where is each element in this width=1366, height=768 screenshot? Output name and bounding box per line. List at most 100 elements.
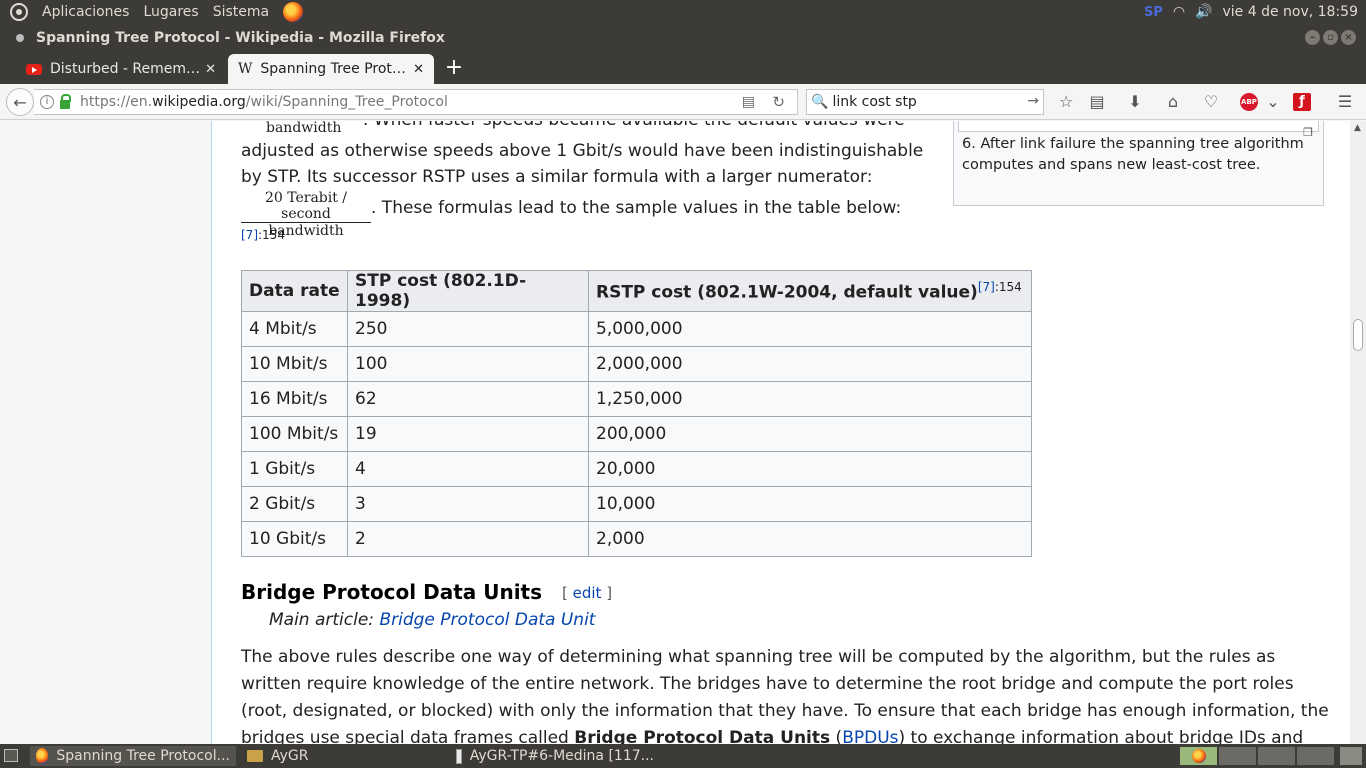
- firefox-icon: [36, 748, 49, 764]
- citation-page: :154: [994, 279, 1022, 294]
- hamburger-menu-icon[interactable]: ☰: [1337, 92, 1353, 111]
- youtube-icon: [26, 63, 42, 75]
- bookmark-star-icon[interactable]: ☆: [1058, 92, 1074, 111]
- taskbar-item-aygr[interactable]: AyGR: [241, 746, 447, 766]
- figure-thumbnail: ❐ 6. After link failure the spanning tre…: [953, 121, 1324, 206]
- menu-sistema[interactable]: Sistema: [212, 4, 270, 20]
- main-article-link[interactable]: Bridge Protocol Data Unit: [379, 610, 596, 630]
- trash-icon[interactable]: [1340, 747, 1362, 765]
- citation-page: :154: [258, 228, 285, 242]
- maximize-window-button[interactable]: ▫: [1323, 30, 1338, 45]
- keyboard-layout-indicator[interactable]: SP: [1143, 4, 1163, 20]
- figure-image[interactable]: [958, 121, 1319, 132]
- enlarge-icon[interactable]: ❐: [1303, 126, 1313, 139]
- tab-spanning-tree[interactable]: W Spanning Tree Prot… ✕: [228, 54, 434, 84]
- formula-1-denominator: bandwidth: [266, 121, 342, 136]
- scrollbar-thumb[interactable]: [1353, 319, 1363, 351]
- minimize-window-button[interactable]: –: [1305, 30, 1320, 45]
- bold-term: Bridge Protocol Data Units: [574, 728, 831, 744]
- show-desktop-icon[interactable]: [4, 749, 18, 762]
- window-title-bar: Spanning Tree Protocol - Wikipedia - Moz…: [0, 24, 1366, 52]
- site-info-icon[interactable]: i: [40, 95, 54, 109]
- downloads-icon[interactable]: ⬇: [1128, 92, 1142, 111]
- table-cell: 2,000,000: [588, 346, 1032, 382]
- figure-caption: 6. After link failure the spanning tree …: [962, 136, 1304, 173]
- search-bar[interactable]: 🔍 →: [806, 89, 1044, 115]
- reader-view-icon[interactable]: ▤: [741, 94, 755, 110]
- workspace-4[interactable]: [1297, 747, 1334, 765]
- search-engine-icon[interactable]: 🔍: [811, 94, 829, 110]
- close-tab-icon[interactable]: ✕: [413, 61, 424, 77]
- firefox-icon: [1192, 749, 1206, 763]
- formula-fraction-2: 20 Terabit / second bandwidth: [241, 190, 371, 239]
- column-header: RSTP cost (802.1W-2004, default value)[7…: [588, 270, 1032, 312]
- document-icon: [456, 748, 462, 764]
- home-icon[interactable]: ⌂: [1167, 92, 1179, 111]
- formula-2-numerator: 20 Terabit / second: [241, 190, 371, 223]
- table-row: 16 Mbit/s 62 1,250,000: [241, 381, 1032, 417]
- workspace-2[interactable]: [1219, 747, 1256, 765]
- table-row: 100 Mbit/s 19 200,000: [241, 416, 1032, 452]
- menu-aplicaciones[interactable]: Aplicaciones: [42, 4, 130, 20]
- folder-icon: [247, 750, 263, 762]
- firefox-launcher-icon[interactable]: [283, 2, 304, 22]
- main-article-hatnote: Main article: Bridge Protocol Data Unit: [269, 610, 595, 630]
- workspace-1[interactable]: [1180, 747, 1217, 765]
- clock[interactable]: vie 4 de nov, 18:59: [1222, 4, 1358, 20]
- column-header: STP cost (802.1D-1998): [347, 270, 589, 312]
- section-heading: Bridge Protocol Data Units: [241, 580, 543, 604]
- close-tab-icon[interactable]: ✕: [205, 61, 216, 77]
- url-prefix: https://en.: [80, 94, 153, 110]
- search-go-icon[interactable]: →: [1027, 93, 1039, 109]
- wikipedia-icon: W: [238, 61, 253, 77]
- new-tab-button[interactable]: +: [444, 55, 464, 80]
- paragraph-line: by STP. Its successor RSTP uses a simila…: [241, 167, 873, 187]
- reload-icon[interactable]: ↻: [772, 93, 785, 111]
- back-button[interactable]: ←: [6, 88, 34, 116]
- table-cell: 4: [347, 451, 589, 487]
- taskbar-item-label: AyGR-TP#6-Medina [117...: [469, 748, 654, 764]
- tab-disturbed[interactable]: Disturbed - Remem… ✕: [16, 54, 226, 84]
- close-window-button[interactable]: ×: [1341, 30, 1356, 45]
- volume-icon[interactable]: 🔊: [1195, 4, 1213, 20]
- adblock-plus-icon[interactable]: ABP: [1240, 93, 1258, 111]
- pocket-icon[interactable]: ♡: [1203, 92, 1219, 111]
- ubuntu-logo-icon[interactable]: [10, 3, 28, 21]
- flash-plugin-icon[interactable]: ƒ: [1293, 93, 1311, 111]
- table-row: 2 Gbit/s 3 10,000: [241, 486, 1032, 522]
- workspace-3[interactable]: [1258, 747, 1295, 765]
- table-cell: 1,250,000: [588, 381, 1032, 417]
- wifi-icon[interactable]: ◠: [1172, 4, 1186, 20]
- text-run: (: [830, 728, 843, 744]
- table-row: 1 Gbit/s 4 20,000: [241, 451, 1032, 487]
- citation-link[interactable]: [7]: [241, 228, 258, 242]
- taskbar-item-document[interactable]: AyGR-TP#6-Medina [117...: [450, 746, 660, 766]
- table-row: 10 Mbit/s 100 2,000,000: [241, 346, 1032, 382]
- url-text[interactable]: https://en.wikipedia.org/wiki/Spanning_T…: [80, 94, 448, 110]
- bookmarks-menu-icon[interactable]: ▤: [1089, 92, 1105, 111]
- edit-section-link[interactable]: edit: [572, 584, 602, 602]
- search-input[interactable]: [832, 94, 1023, 110]
- scroll-up-arrow-icon[interactable]: ▲: [1354, 123, 1361, 133]
- formula-fraction-1: bandwidth: [266, 121, 342, 136]
- page-scrollbar[interactable]: ▲: [1350, 121, 1366, 744]
- url-path: /wiki/Spanning_Tree_Protocol: [245, 94, 448, 110]
- lock-icon: [60, 93, 71, 109]
- table-header-row: Data rate STP cost (802.1D-1998) RSTP co…: [241, 270, 1032, 312]
- menu-lugares[interactable]: Lugares: [143, 4, 199, 20]
- path-cost-table: Data rate STP cost (802.1D-1998) RSTP co…: [241, 270, 1032, 557]
- edit-bracket-close: ]: [601, 584, 613, 602]
- section-paragraph: The above rules describe one way of dete…: [241, 644, 1331, 744]
- paragraph-line: . These formulas lead to the sample valu…: [371, 198, 902, 218]
- paragraph-line: The above rules describe one way of dete…: [241, 647, 1276, 667]
- taskbar-item-firefox[interactable]: Spanning Tree Protocol...: [30, 746, 236, 766]
- table-cell: 62: [347, 381, 589, 417]
- citation-link[interactable]: [7]: [977, 279, 995, 294]
- table-cell: 19: [347, 416, 589, 452]
- bpdus-link[interactable]: BPDUs: [842, 728, 899, 744]
- table-row: 10 Gbit/s 2 2,000: [241, 521, 1032, 557]
- adblock-dropdown-icon[interactable]: ⌄: [1266, 92, 1280, 111]
- tab-label: Disturbed - Remem…: [50, 61, 200, 77]
- table-cell: 100: [347, 346, 589, 382]
- url-bar[interactable]: i https://en.wikipedia.org/wiki/Spanning…: [34, 89, 798, 115]
